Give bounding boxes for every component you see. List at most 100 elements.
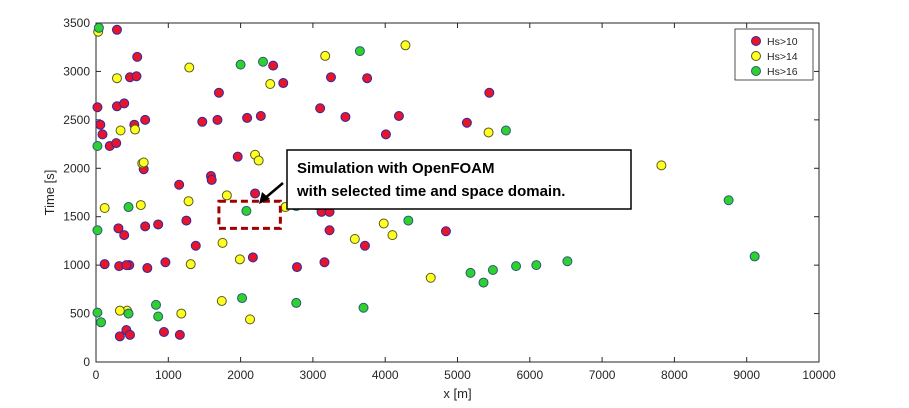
point-hs10-9 [140,114,151,125]
callout-arrow-shaft [263,182,284,200]
point-hs10-24 [197,116,208,127]
point-hs16-6 [123,308,134,319]
point-hs10-26 [232,151,243,162]
point-hs14-26 [349,233,360,244]
point-hs10-35 [325,72,336,83]
point-hs14-9 [183,196,194,207]
legend-label-2: Hs>16 [767,66,798,78]
point-hs14-29 [387,230,398,241]
point-hs10-10 [92,102,103,113]
point-hs10-22 [206,174,217,185]
point-hs14-14 [216,295,227,306]
y-tick-label: 2000 [63,161,90,175]
point-hs10-51 [124,329,135,340]
point-hs14-8 [184,62,195,73]
point-hs10-20 [190,240,201,251]
point-hs14-31 [400,40,411,51]
point-hs10-0 [111,24,122,35]
x-tick-label: 0 [93,368,100,382]
point-hs14-32 [483,127,494,138]
point-hs14-13 [234,254,245,265]
x-tick-label: 1000 [155,368,182,382]
x-tick-label: 9000 [733,368,760,382]
point-hs16-15 [354,46,365,57]
point-hs10-36 [362,73,373,84]
point-hs14-28 [378,218,389,229]
x-tick-label: 2000 [227,368,254,382]
legend-marker-2 [751,66,761,76]
point-hs10-49 [158,326,169,337]
x-tick-label: 4000 [372,368,399,382]
point-hs10-17 [119,230,130,241]
point-hs10-11 [95,119,106,130]
point-hs10-39 [393,110,404,121]
point-hs10-44 [324,225,335,236]
point-hs16-22 [511,261,522,272]
legend-marker-1 [751,51,761,61]
y-tick-label: 2500 [63,113,90,127]
point-hs16-16 [358,302,369,313]
point-hs10-37 [340,111,351,122]
point-hs16-7 [151,299,162,310]
y-tick-label: 3500 [63,16,90,30]
point-hs10-52 [114,331,125,342]
point-hs14-6 [135,200,146,211]
point-hs10-29 [268,60,279,71]
point-hs10-30 [278,78,289,89]
point-hs16-8 [153,311,164,322]
point-hs10-40 [461,117,472,128]
point-hs16-21 [487,264,498,275]
point-hs16-4 [96,317,107,328]
y-tick-label: 0 [83,355,90,369]
point-hs10-2 [111,138,122,149]
point-hs16-20 [478,277,489,288]
point-hs16-26 [723,195,734,206]
point-hs14-5 [138,157,149,168]
point-hs16-3 [92,307,103,318]
y-tick-label: 500 [70,307,90,321]
point-hs16-11 [241,205,252,216]
point-hs10-58 [121,260,132,271]
point-hs16-25 [500,125,511,136]
legend-box [734,28,814,81]
point-hs10-15 [140,221,151,232]
callout-arrow-head [259,192,270,204]
point-hs10-47 [319,257,330,268]
point-hs10-14 [153,219,164,230]
legend: Hs>10 Hs>14 Hs>16 [734,28,814,81]
point-hs16-23 [531,260,542,271]
x-tick-label: 6000 [516,368,543,382]
point-hs10-4 [119,98,130,109]
point-hs14-21 [265,79,276,90]
callout-line-1: Simulation with OpenFOAM [297,160,495,177]
point-hs10-53 [142,263,153,274]
point-hs14-3 [130,124,141,135]
legend-label-1: Hs>14 [767,51,798,63]
point-hs16-1 [92,141,103,152]
x-tick-label: 7000 [589,368,616,382]
annotation: Simulation with OpenFOAM with selected t… [217,149,632,230]
point-hs10-27 [242,112,253,123]
x-tick-label: 5000 [444,368,471,382]
point-hs10-25 [213,87,224,98]
point-hs10-41 [484,87,495,98]
legend-label-0: Hs>10 [767,36,798,48]
axis-ticks: 0 1000 2000 3000 4000 5000 6000 7000 8000 9000 100… [63,16,836,382]
point-hs16-0 [93,22,104,33]
point-hs14-11 [217,237,228,248]
point-hs14-35 [656,160,667,171]
y-tick-label: 3000 [63,64,90,78]
point-hs16-10 [258,56,269,67]
point-hs10-45 [359,240,370,251]
point-hs14-20 [253,155,264,166]
callout-box [286,149,632,210]
point-hs16-27 [749,251,760,262]
point-hs10-34 [315,103,326,114]
point-hs10-46 [440,226,451,237]
point-hs10-18 [174,179,185,190]
x-axis-label: x [m] [443,386,471,401]
y-axis-label: Time [s] [42,170,57,216]
point-hs14-25 [320,50,331,61]
point-hs14-12 [185,259,196,270]
